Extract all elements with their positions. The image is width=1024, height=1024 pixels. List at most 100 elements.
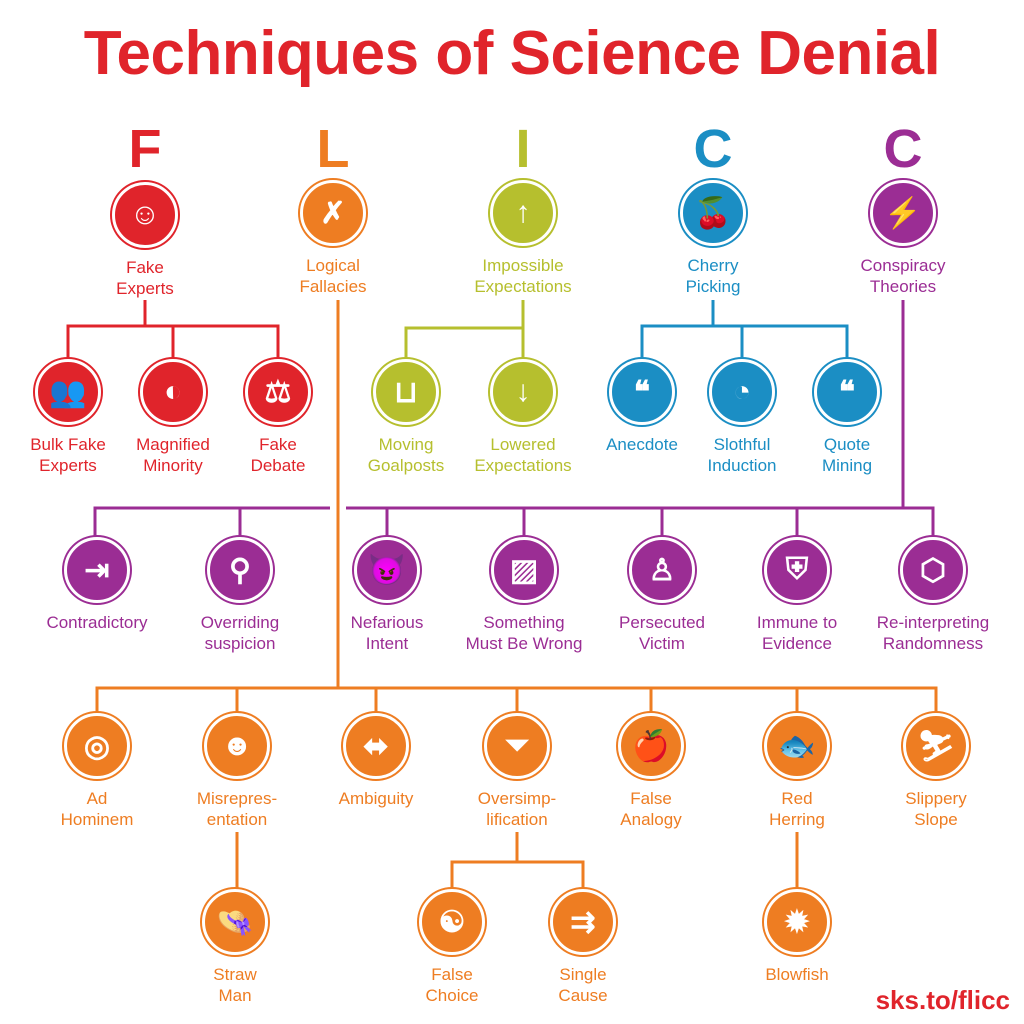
bulk-fake-experts-label: Bulk Fake Experts xyxy=(0,434,143,476)
label-line: Fake xyxy=(259,435,297,454)
conspiracy-theories-node: ⚡ xyxy=(870,180,936,246)
devil-icon: 😈 xyxy=(368,553,406,587)
immune-to-evidence-label: Immune to Evidence xyxy=(722,612,872,654)
crossed-document-icon: ▨ xyxy=(509,553,539,587)
blowfish-label: Blowfish xyxy=(722,964,872,985)
label-line: Blowfish xyxy=(765,965,829,984)
connected-dots-icon: ⬡ xyxy=(919,553,947,587)
label-line: Theories xyxy=(869,277,937,296)
label-line: Logical xyxy=(306,256,360,275)
label-line: Expectations xyxy=(474,277,572,296)
label-line: Ambiguity xyxy=(338,789,414,808)
cherries-icon: 🍒 xyxy=(694,196,732,230)
label-line: Experts xyxy=(39,456,97,475)
impossible-expectations-node: ↑ xyxy=(490,180,556,246)
label-line: Slippery xyxy=(905,789,967,808)
letter-c1: C xyxy=(693,119,733,179)
footer-link[interactable]: sks.to/flicc xyxy=(875,985,1010,1015)
cherry-connector xyxy=(640,300,849,360)
something-must-be-wrong-label: Something Must Be Wrong xyxy=(449,612,599,654)
ambiguity-label: Ambiguity xyxy=(301,788,451,809)
target-head-icon: ◎ xyxy=(83,729,111,763)
slothful-induction-node: ◔ xyxy=(709,359,775,425)
single-cause-node: ⇉ xyxy=(550,889,616,955)
slippery-slope-label: Slippery Slope xyxy=(861,788,1011,830)
nefarious-intent-node: 😈 xyxy=(354,537,420,603)
label-line: Intent xyxy=(365,634,409,653)
label-line: Induction xyxy=(707,456,777,475)
false-choice-node: ☯ xyxy=(419,889,485,955)
nefarious-intent-label: Nefarious Intent xyxy=(312,612,462,654)
arrow-up-bar-icon: ↑ xyxy=(515,196,531,229)
goalpost-icon: ⊔ xyxy=(394,375,418,409)
label-line: Hominem xyxy=(60,810,134,829)
scarecrow-icon: 👒 xyxy=(216,905,254,939)
label-line: Lowered xyxy=(490,435,556,454)
label-line: Straw xyxy=(213,965,257,984)
label-line: False xyxy=(431,965,473,984)
fake-connector xyxy=(66,300,280,360)
letter-i: I xyxy=(515,119,531,179)
page-title: Techniques of Science Denial xyxy=(83,19,941,88)
letter-l: L xyxy=(316,119,350,179)
fake-debate-label: Fake Debate xyxy=(203,434,353,476)
oversimplification-label: Oversimp-lification xyxy=(442,788,592,830)
moving-goalposts-node: ⊔ xyxy=(373,359,439,425)
faces-icon: ☺ xyxy=(129,198,161,231)
false-choice-label: False Choice xyxy=(377,964,527,1006)
profile-icon: ◐ xyxy=(163,375,183,408)
label-line: Fake xyxy=(126,258,164,277)
label-line: Must Be Wrong xyxy=(465,634,583,653)
funnel-icon: ⏷ xyxy=(505,729,529,762)
label-line: Misrepres- xyxy=(196,789,278,808)
kneeling-figure-icon: ♙ xyxy=(648,553,676,587)
label-line: Single xyxy=(559,965,607,984)
magnified-minority-label: Magnified Minority xyxy=(98,434,248,476)
label-line: Conspiracy xyxy=(860,256,946,275)
label-line: Persecuted xyxy=(619,613,705,632)
logical-fallacies-node: ✗ xyxy=(300,180,366,246)
label-line: Oversimp- xyxy=(477,789,557,808)
cherry-picking-node: 🍒 xyxy=(680,180,746,246)
anecdote-node: ❝ xyxy=(609,359,675,425)
scales-icon: ⚖ xyxy=(264,375,292,409)
magnifier-icon: ⚲ xyxy=(229,553,251,587)
label-line: entation xyxy=(206,810,268,829)
contradictory-node: ⇥ xyxy=(64,537,130,603)
red-herring-label: Red Herring xyxy=(722,788,872,830)
label-line: Overriding xyxy=(200,613,280,632)
label-line: Expectations xyxy=(474,456,572,475)
label-line: Randomness xyxy=(882,634,984,653)
magnified-minority-node: ◐ xyxy=(140,359,206,425)
ad-hominem-label: Ad Hominem xyxy=(22,788,172,830)
speech-x-icon: ✗ xyxy=(320,196,346,230)
label-line: Cause xyxy=(558,986,608,1005)
single-cause-label: Single Cause xyxy=(508,964,658,1006)
label-line: Ad xyxy=(86,789,108,808)
label-line: Picking xyxy=(685,277,741,296)
label-line: Fallacies xyxy=(299,277,367,296)
false-analogy-node: 🍎 xyxy=(618,713,684,779)
label-line: Cherry xyxy=(687,256,739,275)
quote-icon: ❝ xyxy=(838,375,856,409)
label-line: False xyxy=(630,789,672,808)
label-line: Man xyxy=(218,986,252,1005)
fake-debate-node: ⚖ xyxy=(245,359,311,425)
label-line: Slothful xyxy=(713,435,771,454)
re-interpreting-randomness-label: Re-interpreting Randomness xyxy=(858,612,1008,654)
straw-man-node: 👒 xyxy=(202,889,268,955)
logical-fallacies-label: Logical Fallacies xyxy=(258,255,408,297)
speech-bubble-icon: ❝ xyxy=(633,375,651,409)
label-line: suspicion xyxy=(204,634,276,653)
conspiracy-theories-label: Conspiracy Theories xyxy=(828,255,978,297)
slothful-induction-label: Slothful Induction xyxy=(667,434,817,476)
yin-yang-icon: ☯ xyxy=(438,905,466,939)
label-line: Magnified xyxy=(136,435,210,454)
letter-f: F xyxy=(128,119,162,179)
label-line: Evidence xyxy=(762,634,832,653)
ad-hominem-node: ◎ xyxy=(64,713,130,779)
contradictory-label: Contradictory xyxy=(22,612,172,633)
immune-to-evidence-node: ⛨ xyxy=(764,537,830,603)
